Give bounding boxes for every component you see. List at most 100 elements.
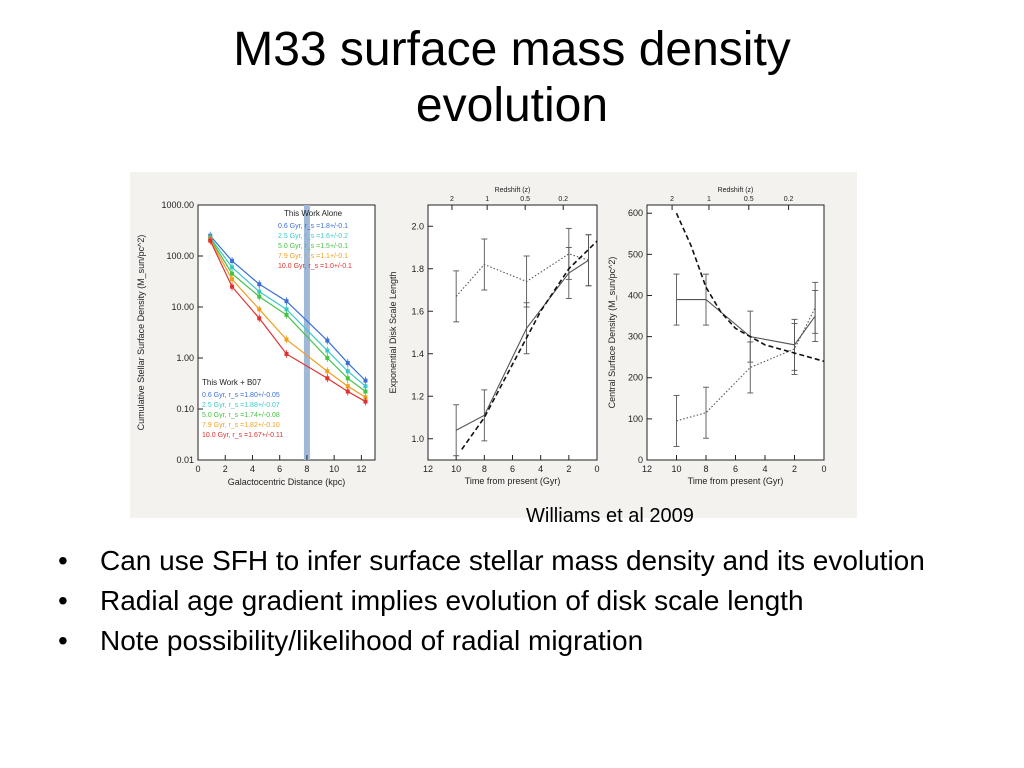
bullet-text: Note possibility/likelihood of radial mi… xyxy=(100,625,644,656)
chart2-xtick-label: 12 xyxy=(423,464,433,474)
chart1-legend-bottom-entry: 0.6 Gyr, r_s =1.80+/-0.05 xyxy=(202,392,280,399)
chart1-xtick-label: 8 xyxy=(304,464,309,474)
bullet-text: Radial age gradient implies evolution of… xyxy=(100,585,804,616)
chart1-xtick-label: 0 xyxy=(195,464,200,474)
chart3-top-tick-label: 1 xyxy=(707,196,711,203)
chart2-xtick-label: 6 xyxy=(510,464,515,474)
chart3-xtick-label: 8 xyxy=(703,464,708,474)
bullet-item: • Can use SFH to infer surface stellar ma… xyxy=(58,545,958,577)
chart1-point xyxy=(325,348,330,353)
chart1-point xyxy=(230,258,235,263)
chart2-ytick-label: 1.2 xyxy=(411,391,424,401)
chart2-top-tick-label: 2 xyxy=(450,196,454,203)
chart1-legend-top-entry: 2.5 Gyr, r_s =1.6+/-0.2 xyxy=(278,233,348,240)
chart1-ylabel: Cumulative Stellar Surface Density (M_su… xyxy=(136,235,146,431)
bullet-marker: • xyxy=(58,545,68,576)
chart3-ylabel: Central Surface Density (M_sun/pc^2) xyxy=(607,257,617,409)
chart3-top-tick-label: 2 xyxy=(670,196,674,203)
chart1-xtick-label: 2 xyxy=(223,464,228,474)
chart1-ytick-label: 100.00 xyxy=(166,251,194,261)
slide-title-line-1: M33 surface mass density xyxy=(233,23,791,76)
chart1-point xyxy=(345,376,350,381)
chart3-ytick-label: 300 xyxy=(628,332,643,342)
chart3-series-line xyxy=(675,212,825,363)
chart1-legend-bottom-entry: 2.5 Gyr, r_s =1.88+/-0.07 xyxy=(202,402,280,409)
chart3-ytick-label: 0 xyxy=(638,455,643,465)
chart3-xtick-label: 12 xyxy=(642,464,652,474)
chart2-series-line xyxy=(461,240,598,450)
chart2-ylabel: Exponential Disk Scale Length xyxy=(388,271,398,393)
chart1-ytick-label: 1000.00 xyxy=(161,200,194,210)
chart1-point xyxy=(284,312,289,317)
chart2-top-axis-label: Redshift (z) xyxy=(495,187,531,194)
chart1-legend-top-entry: 10.0 Gyr, r_s =1.0+/-0.1 xyxy=(278,263,352,270)
chart1-point xyxy=(325,369,330,374)
bullet-marker: • xyxy=(58,625,68,656)
chart1-point xyxy=(230,284,235,289)
chart2-top-tick-label: 0.2 xyxy=(558,196,568,203)
chart1-ytick-label: 0.01 xyxy=(176,455,194,465)
chart1-point xyxy=(345,389,350,394)
chart1-legend-top-entry: 5.0 Gyr, r_s =1.5+/-0.1 xyxy=(278,243,348,250)
chart1-point xyxy=(325,376,330,381)
chart2-top-tick-label: 0.5 xyxy=(520,196,530,203)
chart3-xtick-label: 2 xyxy=(792,464,797,474)
chart1-point xyxy=(284,337,289,342)
chart3-top-axis-label: Redshift (z) xyxy=(718,187,754,194)
chart1-xtick-label: 10 xyxy=(329,464,339,474)
chart2-xtick-label: 0 xyxy=(594,464,599,474)
chart2-xlabel: Time from present (Gyr) xyxy=(465,476,561,486)
chart2-ytick-label: 2.0 xyxy=(411,221,424,231)
chart3-xtick-label: 10 xyxy=(671,464,681,474)
bullet-list: • Can use SFH to infer surface stellar ma… xyxy=(58,545,958,665)
chart1-legend-bottom-title: This Work + B07 xyxy=(202,378,262,387)
chart3-xlabel: Time from present (Gyr) xyxy=(688,476,784,486)
chart1-xtick-label: 12 xyxy=(356,464,366,474)
chart2-xtick-label: 10 xyxy=(451,464,461,474)
chart2-ytick-label: 1.6 xyxy=(411,306,424,316)
chart1-ytick-label: 1.00 xyxy=(176,353,194,363)
chart1-point xyxy=(363,399,368,404)
chart1-xtick-label: 6 xyxy=(277,464,282,474)
chart1-point xyxy=(345,384,350,389)
chart1-xlabel: Galactocentric Distance (kpc) xyxy=(228,477,346,487)
chart1-point xyxy=(257,282,262,287)
chart2-xtick-label: 2 xyxy=(566,464,571,474)
chart1-point xyxy=(325,356,330,360)
chart1-point xyxy=(230,277,235,282)
chart1-band xyxy=(303,205,310,460)
chart2-xtick-label: 8 xyxy=(482,464,487,474)
bullet-item: • Radial age gradient implies evolution o… xyxy=(58,585,958,617)
chart3-ytick-label: 400 xyxy=(628,290,643,300)
chart1-point xyxy=(345,369,350,374)
chart2-ytick-label: 1.4 xyxy=(411,349,424,359)
chart1-point xyxy=(363,384,368,389)
chart2-top-tick-label: 1 xyxy=(485,196,489,203)
chart1-xtick-label: 4 xyxy=(250,464,255,474)
chart1-legend-bottom-entry: 7.9 Gyr, r_s =1.82+/-0.10 xyxy=(202,422,280,429)
chart1-point xyxy=(257,316,262,321)
chart1-point xyxy=(284,351,289,356)
chart3-ytick-label: 600 xyxy=(628,208,643,218)
chart2-xtick-label: 4 xyxy=(538,464,543,474)
chart1-point xyxy=(230,271,235,276)
chart3-top-tick-label: 0.2 xyxy=(784,196,794,203)
chart1-legend-top-entry: 0.6 Gyr, r_s =1.8+/-0.1 xyxy=(278,223,348,230)
figure-credit: Williams et al 2009 xyxy=(526,505,694,527)
chart1-ytick-label: 0.10 xyxy=(176,404,194,414)
chart1-point xyxy=(208,238,213,243)
chart1-point xyxy=(284,307,289,312)
chart1-point xyxy=(363,395,368,400)
figure-panels: 0.01 0.10 1.00 10.00 100.00 1000.00 0 2 4 6 8 10 12 G… xyxy=(130,172,857,518)
chart1-point xyxy=(257,289,262,294)
slide-title: M33 surface mass density evolution xyxy=(0,22,1024,134)
chart1-frame xyxy=(197,204,376,461)
chart3-ytick-label: 200 xyxy=(628,373,643,383)
chart1-point xyxy=(257,294,262,299)
chart2-ytick-label: 1.8 xyxy=(411,264,424,274)
chart1-point xyxy=(257,307,262,312)
chart1-point xyxy=(325,338,330,343)
chart3-ytick-label: 100 xyxy=(628,414,643,424)
chart2-frame xyxy=(427,204,598,461)
